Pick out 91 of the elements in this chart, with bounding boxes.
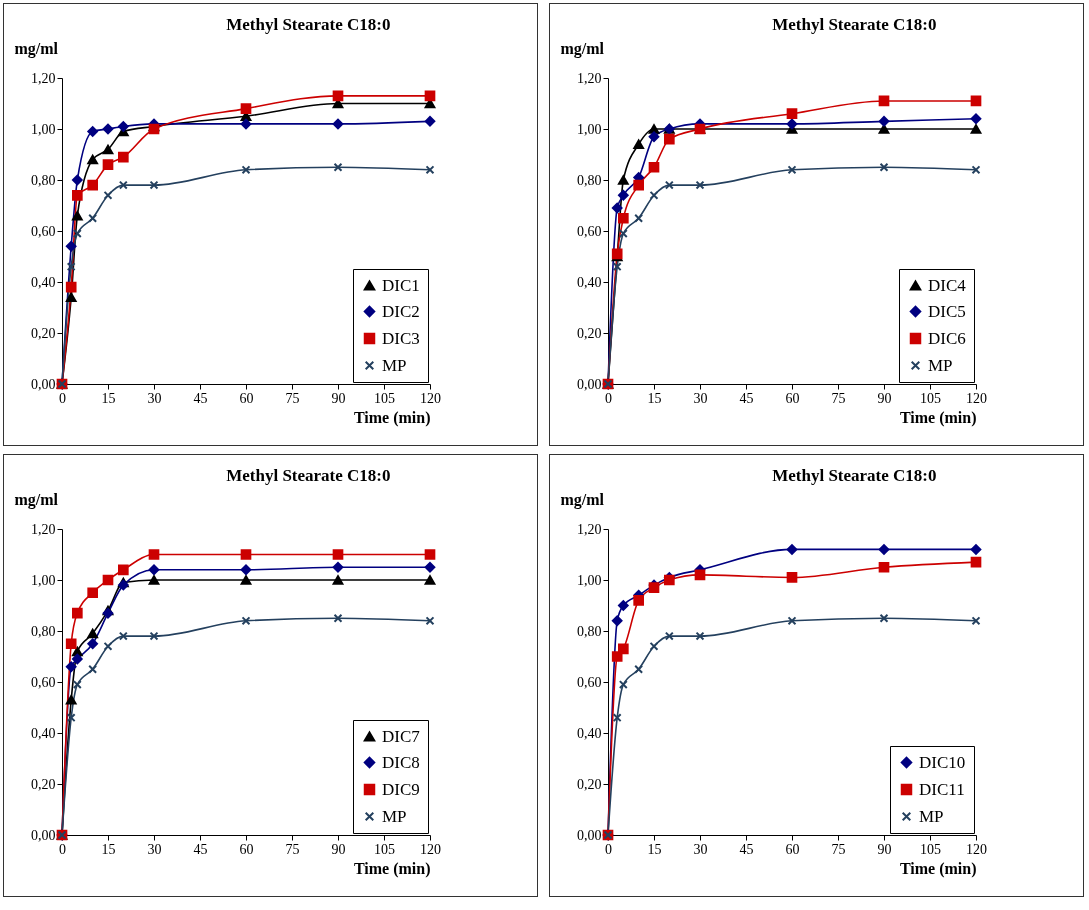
legend-label: DIC3 xyxy=(382,328,420,348)
x-tick-label: 120 xyxy=(420,841,441,857)
x-tick-label: 30 xyxy=(147,390,162,406)
y-tick-label: 0,00 xyxy=(577,827,602,843)
y-tick-label: 1,20 xyxy=(577,70,602,86)
legend-label: MP xyxy=(382,806,407,826)
x-tick-label: 0 xyxy=(605,390,612,406)
y-tick-label: 0,20 xyxy=(31,325,56,341)
x-tick-label: 120 xyxy=(420,390,441,406)
chart-title: Methyl Stearate C18:0 xyxy=(772,466,937,485)
y-tick-label: 0,80 xyxy=(577,172,602,188)
x-tick-label: 120 xyxy=(966,390,987,406)
y-tick-label: 1,00 xyxy=(31,572,56,588)
x-tick-label: 60 xyxy=(785,390,800,406)
y-tick-label: 1,00 xyxy=(577,572,602,588)
x-tick-label: 90 xyxy=(877,390,892,406)
y-axis-title: mg/ml xyxy=(560,490,605,509)
y-tick-label: 0,00 xyxy=(31,376,56,392)
legend-label: DIC4 xyxy=(928,275,967,295)
legend-label: DIC11 xyxy=(919,779,965,799)
x-tick-label: 90 xyxy=(331,841,346,857)
x-tick-label: 105 xyxy=(920,390,941,406)
y-tick-label: 0,60 xyxy=(577,674,602,690)
x-tick-label: 90 xyxy=(877,841,892,857)
x-tick-label: 60 xyxy=(239,841,254,857)
x-tick-label: 75 xyxy=(831,841,846,857)
legend-label: DIC7 xyxy=(382,726,421,746)
y-tick-label: 0,80 xyxy=(31,623,56,639)
x-tick-label: 75 xyxy=(285,841,300,857)
y-tick-label: 1,00 xyxy=(31,121,56,137)
x-tick-label: 60 xyxy=(785,841,800,857)
y-tick-label: 0,60 xyxy=(31,674,56,690)
legend-label: MP xyxy=(382,355,407,375)
y-tick-label: 1,20 xyxy=(31,70,56,86)
x-tick-label: 0 xyxy=(59,841,66,857)
x-tick-label: 45 xyxy=(193,841,208,857)
y-tick-label: 0,60 xyxy=(577,223,602,239)
x-tick-label: 45 xyxy=(193,390,208,406)
y-tick-label: 1,20 xyxy=(577,521,602,537)
legend-label: DIC9 xyxy=(382,779,420,799)
y-tick-label: 0,40 xyxy=(577,725,602,741)
y-axis-title: mg/ml xyxy=(560,39,605,58)
y-tick-label: 0,80 xyxy=(31,172,56,188)
y-tick-label: 0,40 xyxy=(31,725,56,741)
y-tick-label: 0,00 xyxy=(31,827,56,843)
x-tick-label: 30 xyxy=(693,390,708,406)
y-tick-label: 0,20 xyxy=(577,325,602,341)
x-tick-label: 90 xyxy=(331,390,346,406)
y-tick-label: 0,80 xyxy=(577,623,602,639)
y-tick-label: 0,60 xyxy=(31,223,56,239)
y-tick-label: 0,40 xyxy=(577,274,602,290)
x-tick-label: 0 xyxy=(605,841,612,857)
x-tick-label: 45 xyxy=(739,841,754,857)
legend-label: MP xyxy=(919,806,944,826)
legend-label: DIC1 xyxy=(382,275,420,295)
y-tick-label: 1,00 xyxy=(577,121,602,137)
chart-title: Methyl Stearate C18:0 xyxy=(226,466,391,485)
x-axis-title: Time (min) xyxy=(353,408,431,427)
x-tick-label: 45 xyxy=(739,390,754,406)
x-tick-label: 105 xyxy=(374,841,395,857)
y-axis-title: mg/ml xyxy=(14,490,59,509)
legend-label: MP xyxy=(928,355,953,375)
x-tick-label: 30 xyxy=(693,841,708,857)
legend-label: DIC8 xyxy=(382,752,420,772)
y-tick-label: 1,20 xyxy=(31,521,56,537)
x-tick-label: 15 xyxy=(647,841,662,857)
x-tick-label: 15 xyxy=(101,390,116,406)
y-axis-title: mg/ml xyxy=(14,39,59,58)
y-tick-label: 0,20 xyxy=(577,776,602,792)
chart-title: Methyl Stearate C18:0 xyxy=(772,15,937,34)
legend-label: DIC6 xyxy=(928,328,966,348)
legend-label: DIC2 xyxy=(382,301,420,321)
x-axis-title: Time (min) xyxy=(899,408,977,427)
y-tick-label: 0,40 xyxy=(31,274,56,290)
x-axis-title: Time (min) xyxy=(899,859,977,878)
x-tick-label: 75 xyxy=(285,390,300,406)
x-tick-label: 75 xyxy=(831,390,846,406)
x-tick-label: 120 xyxy=(966,841,987,857)
legend-label: DIC10 xyxy=(919,752,966,772)
x-tick-label: 105 xyxy=(920,841,941,857)
y-tick-label: 0,20 xyxy=(31,776,56,792)
x-axis-title: Time (min) xyxy=(353,859,431,878)
x-tick-label: 60 xyxy=(239,390,254,406)
x-tick-label: 0 xyxy=(59,390,66,406)
chart-title: Methyl Stearate C18:0 xyxy=(226,15,391,34)
legend-label: DIC5 xyxy=(928,301,966,321)
x-tick-label: 105 xyxy=(374,390,395,406)
x-tick-label: 15 xyxy=(647,390,662,406)
x-tick-label: 15 xyxy=(101,841,116,857)
y-tick-label: 0,00 xyxy=(577,376,602,392)
x-tick-label: 30 xyxy=(147,841,162,857)
